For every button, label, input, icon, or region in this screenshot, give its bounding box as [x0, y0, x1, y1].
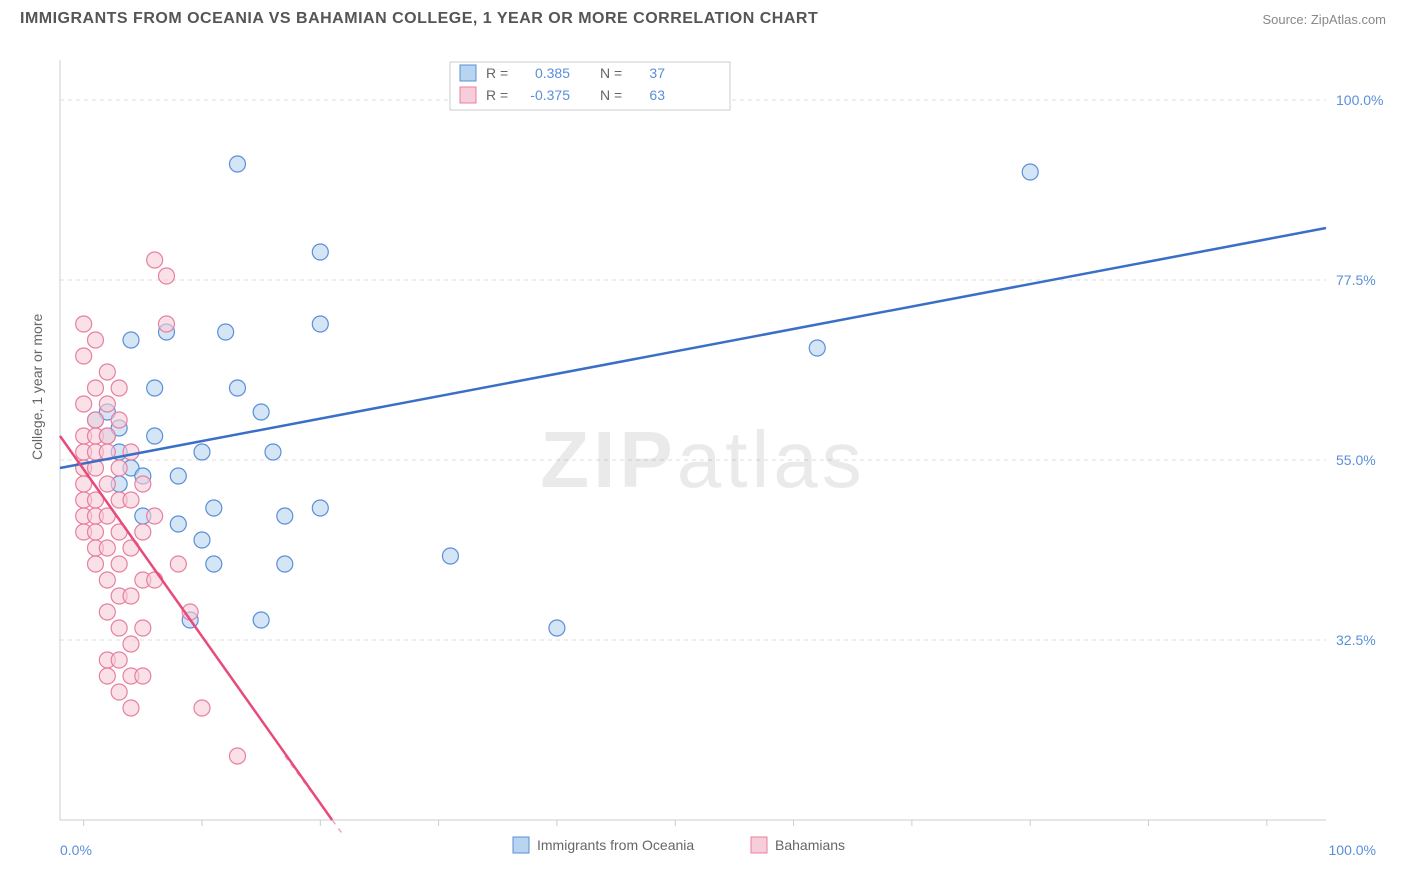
y-tick-label: 77.5%	[1336, 272, 1376, 288]
data-point	[147, 252, 163, 268]
stats-r-label: R =	[486, 65, 508, 81]
data-point	[87, 380, 103, 396]
data-point	[809, 340, 825, 356]
chart-container: ZIPatlas 32.5%55.0%77.5%100.0%0.0%100.0%…	[20, 40, 1386, 880]
data-point	[99, 572, 115, 588]
bottom-legend-label: Bahamians	[775, 837, 845, 853]
data-point	[312, 316, 328, 332]
data-point	[99, 604, 115, 620]
x-left-label: 0.0%	[60, 842, 92, 858]
data-point	[206, 500, 222, 516]
data-point	[442, 548, 458, 564]
y-tick-label: 32.5%	[1336, 632, 1376, 648]
data-point	[170, 556, 186, 572]
data-point	[147, 380, 163, 396]
data-point	[312, 500, 328, 516]
stats-r-value: -0.375	[530, 87, 570, 103]
data-point	[253, 612, 269, 628]
data-point	[253, 404, 269, 420]
data-point	[76, 348, 92, 364]
data-point	[158, 316, 174, 332]
y-tick-label: 100.0%	[1336, 92, 1383, 108]
data-point	[111, 460, 127, 476]
data-point	[111, 556, 127, 572]
source-label: Source: ZipAtlas.com	[1262, 12, 1386, 27]
data-point	[123, 492, 139, 508]
data-point	[111, 380, 127, 396]
stats-r-value: 0.385	[535, 65, 570, 81]
data-point	[87, 524, 103, 540]
data-point	[99, 540, 115, 556]
data-point	[549, 620, 565, 636]
data-point	[135, 620, 151, 636]
stats-n-label: N =	[600, 87, 622, 103]
regression-line	[60, 228, 1326, 468]
data-point	[87, 556, 103, 572]
data-point	[99, 396, 115, 412]
stats-n-value: 63	[649, 87, 665, 103]
data-point	[170, 516, 186, 532]
stats-n-label: N =	[600, 65, 622, 81]
data-point	[1022, 164, 1038, 180]
data-point	[147, 572, 163, 588]
data-point	[229, 380, 245, 396]
data-point	[265, 444, 281, 460]
y-tick-label: 55.0%	[1336, 452, 1376, 468]
data-point	[99, 364, 115, 380]
bottom-legend-swatch	[751, 837, 767, 853]
data-point	[99, 476, 115, 492]
data-point	[229, 156, 245, 172]
data-point	[123, 332, 139, 348]
data-point	[194, 700, 210, 716]
stats-n-value: 37	[649, 65, 665, 81]
data-point	[111, 652, 127, 668]
data-point	[135, 668, 151, 684]
chart-title: IMMIGRANTS FROM OCEANIA VS BAHAMIAN COLL…	[20, 10, 818, 28]
data-point	[123, 444, 139, 460]
data-point	[111, 412, 127, 428]
data-point	[135, 524, 151, 540]
regression-line	[60, 436, 332, 820]
data-point	[229, 748, 245, 764]
data-point	[194, 532, 210, 548]
data-point	[277, 508, 293, 524]
data-point	[111, 620, 127, 636]
y-axis-label: College, 1 year or more	[29, 313, 45, 460]
data-point	[147, 508, 163, 524]
data-point	[147, 428, 163, 444]
data-point	[218, 324, 234, 340]
data-point	[194, 444, 210, 460]
scatter-chart: 32.5% 55.0% 77.5% 100.0% 0.0% 100.0% College, …	[20, 40, 1386, 880]
data-point	[277, 556, 293, 572]
bottom-legend-label: Immigrants from Oceania	[537, 837, 694, 853]
data-point	[135, 476, 151, 492]
data-point	[87, 412, 103, 428]
stats-r-label: R =	[486, 87, 508, 103]
data-point	[99, 668, 115, 684]
data-point	[312, 244, 328, 260]
data-point	[123, 636, 139, 652]
data-point	[158, 268, 174, 284]
data-point	[170, 468, 186, 484]
legend-swatch	[460, 65, 476, 81]
data-point	[99, 428, 115, 444]
data-point	[76, 316, 92, 332]
data-point	[111, 684, 127, 700]
data-point	[123, 700, 139, 716]
data-point	[76, 396, 92, 412]
bottom-legend-swatch	[513, 837, 529, 853]
data-point	[87, 332, 103, 348]
data-point	[123, 588, 139, 604]
x-right-label: 100.0%	[1329, 842, 1376, 858]
data-point	[206, 556, 222, 572]
legend-swatch	[460, 87, 476, 103]
